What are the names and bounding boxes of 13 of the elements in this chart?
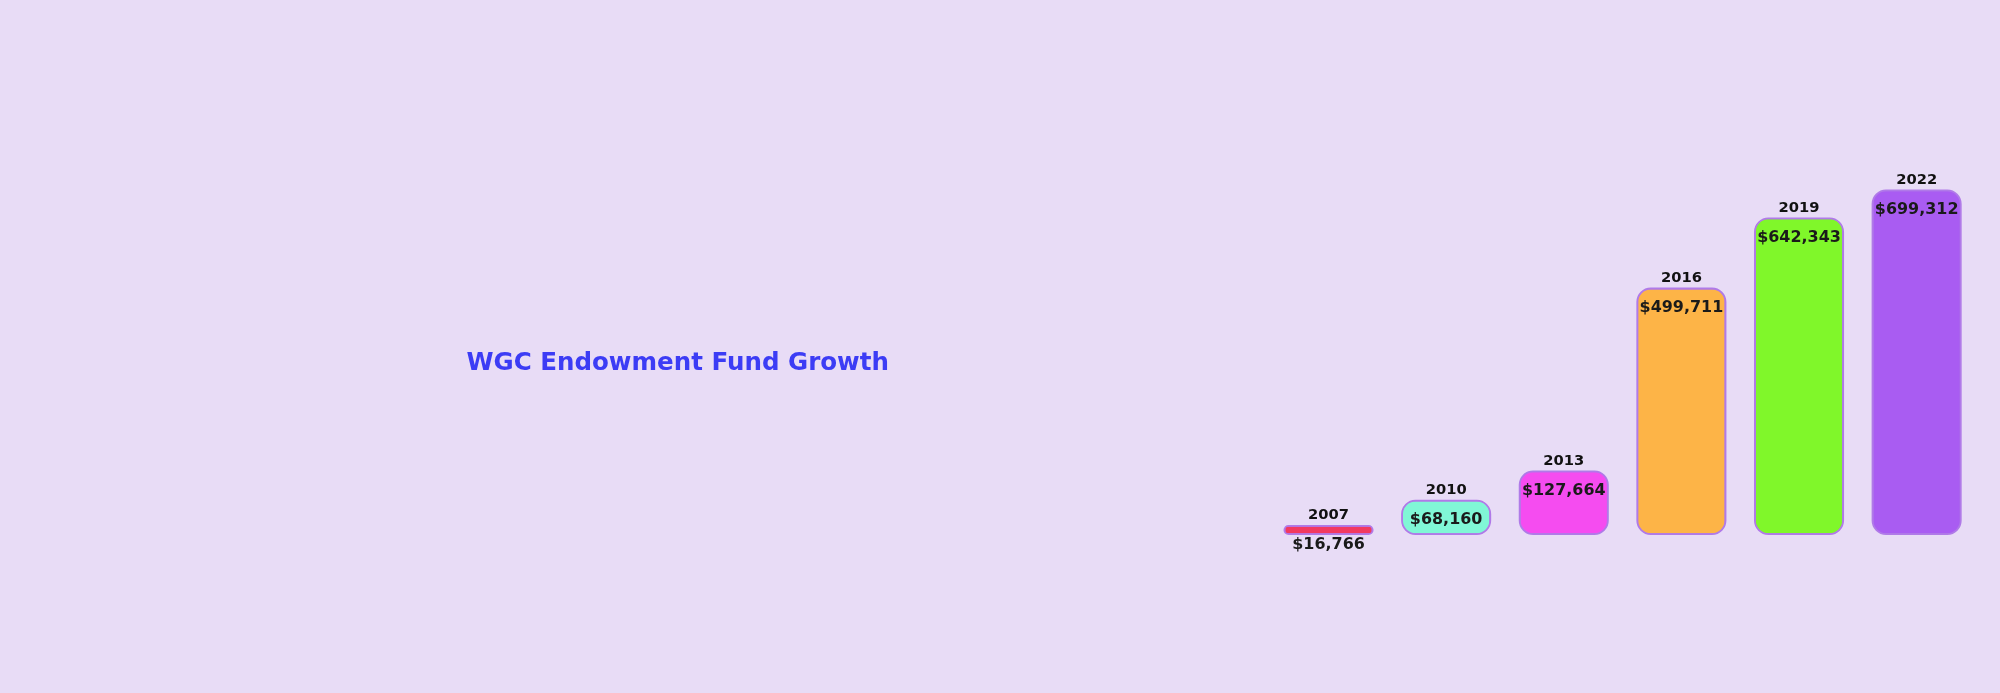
data-label: $499,711 (1639, 296, 1724, 316)
text: WGC Endowment Fund Growth (466, 346, 889, 376)
x-tick-label: 2019 (1778, 197, 1820, 215)
x-tick-label: 2010 (1425, 479, 1467, 497)
data-label: $699,312 (1874, 198, 1959, 218)
data-label: $16,766 (1292, 534, 1365, 554)
data-label: $642,343 (1757, 226, 1841, 246)
x-tick-label: 2016 (1660, 267, 1702, 285)
data-label: $127,664 (1521, 479, 1606, 499)
x-tick-label: 2013 (1543, 450, 1585, 468)
x-tick-label: 2007 (1308, 505, 1350, 523)
data-label: $68,160 (1409, 508, 1483, 528)
x-tick-label: 2022 (1896, 169, 1938, 187)
